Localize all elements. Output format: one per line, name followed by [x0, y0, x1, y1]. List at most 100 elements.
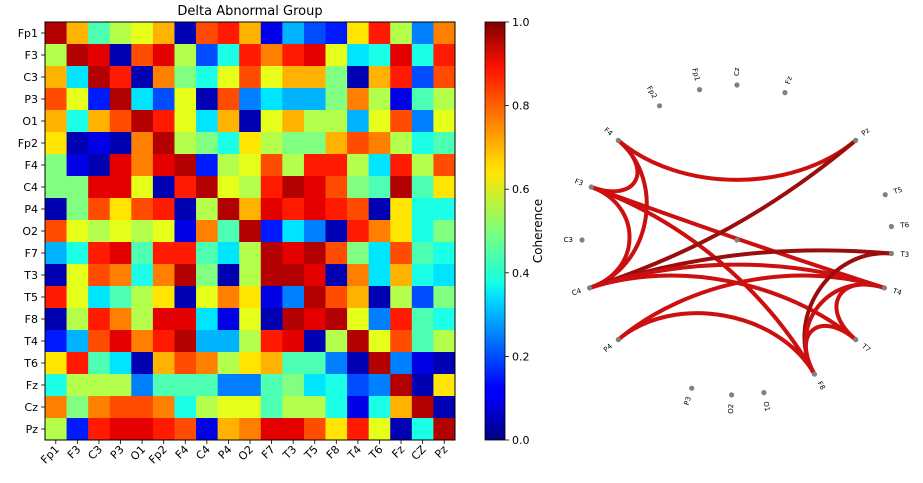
heatmap-cell — [217, 330, 240, 353]
electrode-node — [853, 137, 859, 143]
heatmap-cell — [88, 330, 111, 353]
heatmap-cell — [282, 286, 305, 309]
electrode-label: Fp1 — [690, 67, 701, 81]
heatmap-cell — [303, 308, 326, 331]
heatmap-cell — [66, 66, 89, 89]
electrode-label: Fp2 — [645, 85, 658, 100]
y-tick-labels: Fp1 F3 C3 P3 O1 Fp2 F4 C4 P4 O2 F7 T3 T5 F8 T4 T6 Fz Cz Pz — [18, 27, 45, 436]
heatmap-cell — [368, 330, 391, 353]
heatmap-cell — [88, 418, 111, 441]
heatmap-cell — [109, 132, 132, 155]
heatmap-cell — [152, 242, 175, 265]
chart-title: Delta Abnormal Group — [177, 4, 322, 19]
heatmap-cell — [131, 264, 154, 287]
heatmap-cell — [109, 264, 132, 287]
heatmap-cell — [174, 286, 197, 309]
heatmap-cell — [66, 242, 89, 265]
colorbar-tick-label: 0.6 — [512, 183, 530, 196]
electrode-label: O1 — [762, 401, 772, 412]
heatmap-cell — [347, 396, 369, 419]
heatmap-cell — [239, 154, 262, 177]
heatmap-cell — [260, 66, 283, 89]
colorbar-tick-label: 0.4 — [512, 267, 530, 280]
heatmap-cell — [303, 264, 326, 287]
y-tick-label: F8 — [25, 313, 38, 326]
heatmap-cell — [411, 396, 434, 419]
heatmap-cell — [282, 330, 305, 353]
electrode-label: T5 — [892, 186, 904, 196]
heatmap-cell — [239, 352, 262, 375]
y-tick-label: F7 — [25, 247, 38, 260]
x-tick-label: Pz — [432, 443, 450, 461]
heatmap-cell — [66, 176, 89, 199]
heatmap-cell — [390, 418, 413, 441]
heatmap-cell — [411, 264, 434, 287]
electrode-node — [782, 90, 788, 96]
heatmap-cell — [217, 242, 240, 265]
heatmap-cell — [196, 374, 218, 397]
heatmap-cell — [131, 418, 154, 441]
heatmap-cell — [196, 242, 218, 265]
electrode-node — [888, 250, 895, 257]
heatmap-cell — [152, 308, 175, 331]
heatmap-cell — [239, 22, 262, 45]
heatmap-cell — [260, 220, 283, 243]
heatmap-cell — [325, 66, 348, 89]
heatmap-cell — [109, 352, 132, 375]
heatmap-cell — [239, 88, 262, 111]
heatmap-cell — [433, 352, 456, 375]
heatmap-cell — [66, 374, 89, 397]
heatmap-cell — [390, 132, 413, 155]
heatmap-cell — [66, 418, 89, 441]
heatmap-cell — [411, 308, 434, 331]
heatmap-cell — [260, 308, 283, 331]
heatmap-cell — [88, 396, 111, 419]
heatmap-cell — [109, 374, 132, 397]
heatmap-cell — [411, 242, 434, 265]
heatmap-cell — [174, 396, 197, 419]
y-tick-label: Fp2 — [18, 137, 38, 150]
heatmap-cell — [282, 154, 305, 177]
heatmap-cell — [88, 154, 111, 177]
x-tick-label: Fp1 — [38, 443, 62, 467]
electrode-label: F8 — [816, 380, 827, 391]
heatmap-cell — [433, 330, 456, 353]
heatmap-cell — [347, 308, 369, 331]
heatmap-cell — [347, 418, 369, 441]
heatmap-cell — [390, 242, 413, 265]
heatmap-cell — [88, 132, 111, 155]
heatmap-cell — [88, 242, 111, 265]
heatmap-cell — [368, 220, 391, 243]
electrode-label: F3 — [574, 177, 585, 187]
heatmap-cell — [196, 308, 218, 331]
heatmap-cell — [174, 22, 197, 45]
electrode-label: T7 — [859, 342, 872, 354]
heatmap-cell — [368, 198, 391, 221]
heatmap-cell — [347, 374, 369, 397]
heatmap-cell — [433, 132, 456, 155]
heatmap-cell — [88, 308, 111, 331]
y-tick-label: C3 — [23, 71, 38, 84]
heatmap-cell — [390, 88, 413, 111]
heatmap-cell — [303, 44, 326, 67]
heatmap-cell — [45, 330, 67, 353]
heatmap-cell — [303, 242, 326, 265]
heatmap-cell — [325, 198, 348, 221]
heatmap-cell — [131, 88, 154, 111]
heatmap-cell — [368, 396, 391, 419]
heatmap-cell — [368, 88, 391, 111]
heatmap-cell — [152, 396, 175, 419]
heatmap-cell — [347, 330, 369, 353]
heatmap-cell — [239, 220, 262, 243]
heatmap-cell — [196, 110, 218, 133]
heatmap-cell — [66, 220, 89, 243]
electrode-label: Pz — [860, 126, 871, 137]
connection-edge — [589, 185, 817, 377]
heatmap-cell — [217, 88, 240, 111]
heatmap-cell — [239, 44, 262, 67]
electrode-node — [882, 192, 888, 198]
heatmap-cell — [260, 176, 283, 199]
heatmap-cell — [433, 374, 456, 397]
heatmap-cell — [217, 154, 240, 177]
